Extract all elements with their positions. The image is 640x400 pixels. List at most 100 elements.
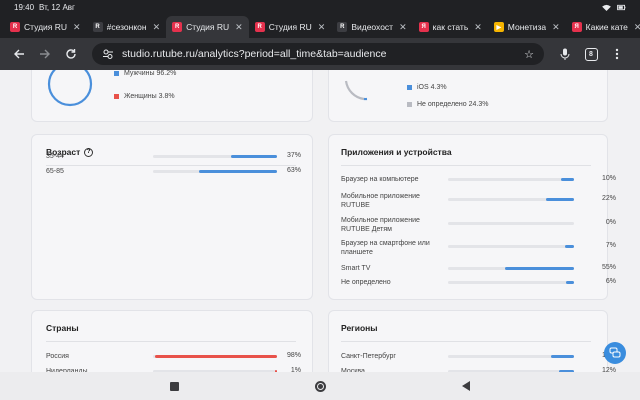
reload-icon[interactable]	[60, 43, 82, 65]
bar-fill	[275, 370, 277, 372]
bar-fill	[231, 155, 277, 158]
browser-tab[interactable]: R Студия RU ✕	[4, 16, 87, 38]
tab-favicon-icon: Я	[418, 22, 429, 32]
bar-fill	[558, 370, 574, 372]
back-arrow-icon[interactable]	[8, 43, 30, 65]
tab-title: Монетиза	[507, 22, 547, 32]
tab-title: #сезонкон	[106, 22, 147, 32]
bar-row-label: Нидерланды	[46, 368, 88, 372]
os-donut-chart	[344, 80, 368, 101]
tab-close-icon[interactable]: ✕	[152, 21, 161, 32]
browser-tab[interactable]: R Видеохост ✕	[331, 16, 412, 38]
tab-title: как стать	[432, 22, 469, 32]
address-bar[interactable]: studio.rutube.ru/analytics?period=all_ti…	[92, 43, 544, 65]
gender-card: Мужчины 96.2% Женщины 3.8%	[31, 70, 313, 122]
bar-track	[153, 155, 277, 158]
bar-value: 98%	[286, 352, 301, 359]
browser-tab[interactable]: R Студия RU ✕	[249, 16, 332, 38]
bar-row-label: 35-44	[46, 153, 64, 160]
tab-strip: R Студия RU ✕ R #сезонкон ✕ R Студия RU ✕ R Студия…	[0, 14, 640, 38]
bar-row-label: Браузер на компьютере	[341, 176, 419, 183]
tab-title: Какие кате	[585, 22, 628, 32]
os-legend-ios: iOS 4.3%	[407, 84, 447, 91]
bar-value: 63%	[286, 167, 301, 174]
gender-legend-male: Мужчины 96.2%	[114, 70, 176, 77]
legend-swatch	[407, 102, 412, 107]
bar-value: 12%	[601, 367, 616, 372]
bar-value: 0%	[605, 219, 616, 226]
divider	[341, 341, 591, 342]
bookmark-star-icon[interactable]: ☆	[524, 48, 534, 61]
age-title: Возраст	[46, 147, 81, 157]
bar-track	[448, 245, 574, 248]
bar-fill	[566, 281, 574, 284]
countries-card: Страны Россия 98% Нидерланды 1%	[31, 310, 313, 372]
bar-value: 7%	[605, 242, 616, 249]
browser-tab[interactable]: Я Какие кате ✕	[566, 16, 640, 38]
tab-switcher-button[interactable]: 8	[580, 43, 602, 65]
countries-title: Страны	[46, 323, 79, 333]
tab-close-icon[interactable]: ✕	[633, 21, 640, 32]
microphone-icon[interactable]	[554, 43, 576, 65]
back-button[interactable]	[462, 381, 470, 391]
bar-track	[448, 267, 574, 270]
bar-fill	[565, 245, 574, 248]
bar-fill	[155, 355, 277, 358]
bar-row-label: Не определено	[341, 279, 391, 286]
bar-track	[448, 222, 574, 225]
browser-tab[interactable]: R #сезонкон ✕	[87, 16, 167, 38]
tab-favicon-icon: R	[337, 22, 348, 32]
bar-track	[448, 370, 574, 372]
tab-close-icon[interactable]: ✕	[317, 21, 326, 32]
bar-track	[448, 178, 574, 181]
status-bar: 19:40 Вт, 12 Авг	[0, 0, 640, 14]
legend-swatch	[114, 94, 119, 99]
tab-favicon-icon: ▶	[493, 22, 504, 32]
bar-track	[153, 370, 277, 372]
age-card: Возраст ? 35-44 37% 65-85 63%	[31, 134, 313, 300]
tab-close-icon[interactable]: ✕	[235, 21, 243, 32]
forward-arrow-icon[interactable]	[34, 43, 56, 65]
bar-fill	[551, 355, 574, 358]
battery-icon	[617, 4, 626, 10]
more-menu-icon[interactable]	[606, 43, 628, 65]
system-nav-bar	[0, 372, 640, 400]
tab-close-icon[interactable]: ✕	[399, 21, 407, 32]
bar-row-label: Мобильное приложение RUTUBE	[341, 193, 420, 209]
bar-track	[153, 355, 277, 358]
url-text[interactable]: studio.rutube.ru/analytics?period=all_ti…	[122, 48, 387, 60]
bar-value: 1%	[290, 367, 301, 372]
bar-fill	[198, 170, 277, 173]
home-button[interactable]	[315, 380, 326, 392]
age-header: Возраст ?	[46, 147, 94, 157]
recents-button[interactable]	[170, 381, 179, 391]
tab-favicon-icon: Я	[571, 22, 582, 32]
site-info-icon[interactable]	[102, 48, 114, 60]
os-card: iOS 4.3% Не определено 24.3%	[328, 70, 608, 122]
tab-close-icon[interactable]: ✕	[474, 21, 482, 32]
browser-tab[interactable]: R Студия RU ✕	[166, 16, 249, 38]
divider	[341, 165, 591, 166]
bar-value: 55%	[601, 264, 616, 271]
bar-row-label: Москва	[341, 368, 365, 372]
gender-legend-female: Женщины 3.8%	[114, 93, 175, 100]
tab-favicon-icon: R	[92, 22, 103, 32]
divider	[46, 341, 296, 342]
bar-track	[448, 355, 574, 358]
tab-count: 8	[584, 47, 598, 61]
divider	[46, 165, 296, 166]
tab-close-icon[interactable]: ✕	[552, 21, 560, 32]
status-time: 19:40	[14, 2, 35, 12]
bar-row-label: Smart TV	[341, 265, 371, 272]
bar-value: 37%	[286, 152, 301, 159]
support-chat-button[interactable]	[604, 342, 626, 364]
info-icon[interactable]: ?	[84, 147, 94, 157]
status-date: Вт, 12 Авг	[39, 2, 75, 12]
tab-favicon-icon: R	[254, 22, 265, 32]
tab-close-icon[interactable]: ✕	[73, 21, 81, 32]
chat-bubbles-icon	[609, 347, 621, 358]
browser-tab[interactable]: ▶ Монетиза ✕	[488, 16, 566, 38]
apps-devices-card: Приложения и устройства Браузер на компь…	[328, 134, 616, 300]
